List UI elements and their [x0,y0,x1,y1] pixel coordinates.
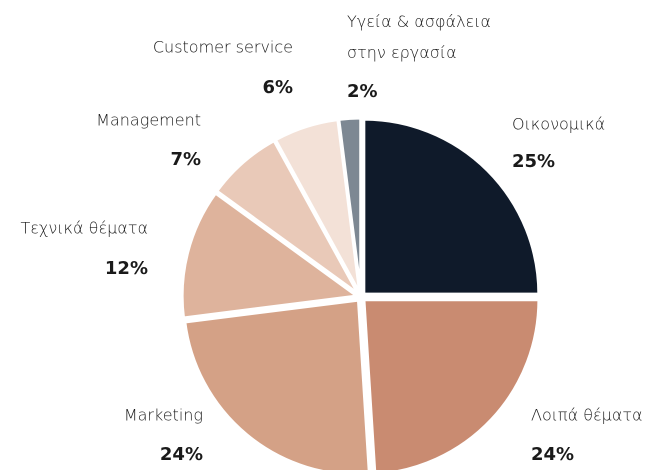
value-label: 6% [262,77,293,98]
value-label: 25% [512,151,555,172]
value-label: 2% [347,81,378,102]
slice-label: Υγεία & ασφάλεια στην εργασία [347,12,491,62]
value-label: 12% [105,258,148,279]
slice-label: Τεχνικά θέματα [21,219,149,238]
slice-label: Marketing [124,406,203,425]
pie-slice [183,298,371,470]
pie-slice [180,191,362,320]
slice-label: Λοιπά θέματα [531,406,643,425]
slice-label: Management [96,111,201,130]
value-label: 7% [170,149,201,170]
value-label: 24% [531,444,574,465]
pie-slice [337,116,363,294]
slice-label: Customer service [153,38,293,57]
pie-slice [362,298,541,470]
slice-label: Οικονομικά [512,115,605,134]
pie-slice [214,138,360,296]
value-label: 24% [160,444,203,465]
pie-slice [362,117,541,296]
